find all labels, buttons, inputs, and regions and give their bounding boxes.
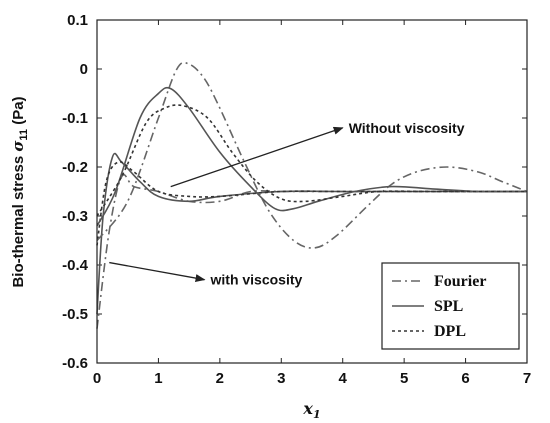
y-tick-label: -0.5 (62, 306, 88, 323)
legend-label-spl: SPL (434, 298, 463, 315)
y-tick-label: -0.2 (62, 159, 88, 176)
x-tick-label: 6 (461, 370, 469, 387)
y-tick-label: 0.1 (67, 12, 88, 29)
y-axis-label: Bio-thermal stress σ11 (Pa) (9, 96, 30, 287)
annotation-layer: Without viscosity with viscosity (109, 120, 465, 288)
y-tick-label: -0.3 (62, 208, 88, 225)
series-line-dpl-5 (96, 104, 527, 217)
x-axis-label: x1 (302, 399, 320, 421)
legend-label-fourier: Fourier (434, 273, 486, 290)
legend-label-dpl: DPL (434, 323, 466, 340)
tick-layer: 0 1 2 3 4 5 6 7 0.1 0 -0.1 -0.2 -0.3 -0.4 -0.5 -0.6 (62, 12, 531, 387)
x-tick-label: 4 (339, 370, 348, 387)
x-tick-label: 5 (400, 370, 408, 387)
y-tick-label: 0 (80, 61, 88, 78)
y-tick-label: -0.6 (62, 355, 88, 372)
annotation-arrow-0 (170, 126, 344, 188)
series-layer (96, 61, 528, 329)
x-tick-label: 2 (216, 370, 224, 387)
x-tick-label: 0 (93, 370, 101, 387)
x-tick-label: 7 (523, 370, 531, 387)
annotation-label-1: with viscosity (210, 272, 303, 288)
x-tick-label: 1 (154, 370, 162, 387)
plot-frame (96, 19, 528, 364)
y-tick-label: -0.1 (62, 110, 88, 127)
annotation-label-0: Without viscosity (349, 120, 465, 136)
series-line-spl-4 (96, 86, 528, 227)
x-tick-label: 3 (277, 370, 285, 387)
series-line-fourier-3 (96, 61, 528, 249)
legend: Fourier SPL DPL (381, 262, 520, 350)
annotation-arrow-1 (109, 261, 206, 283)
y-tick-label: -0.4 (62, 257, 89, 274)
series-line-dpl-2 (96, 161, 527, 246)
